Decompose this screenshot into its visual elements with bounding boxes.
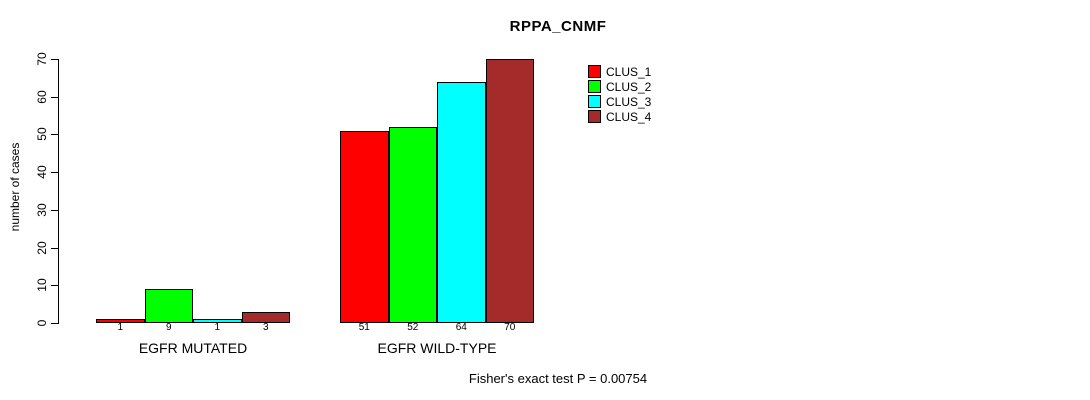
legend-swatch-clus_4: [588, 110, 601, 123]
y-tick-label-60: 60: [35, 90, 49, 104]
bar-value-label: 51: [358, 322, 370, 333]
y-tick-mark-40: [51, 172, 59, 174]
y-tick-label-50: 50: [35, 127, 49, 142]
bar-clus_4-group1: [241, 311, 290, 323]
legend-label-clus_3: CLUS_3: [606, 94, 652, 109]
y-tick-label-20: 20: [35, 240, 49, 255]
group-label-2: EGFR WILD-TYPE: [377, 340, 497, 356]
legend-label-clus_4: CLUS_4: [606, 109, 652, 124]
bar-clus_2-group1: [144, 289, 193, 323]
bar-clus_3-group2: [437, 81, 486, 323]
legend-label-clus_2: CLUS_2: [606, 79, 652, 94]
group-label-1: EGFR MUTATED: [138, 340, 248, 356]
bar-value-label: 52: [407, 322, 419, 333]
y-tick-label-30: 30: [35, 203, 49, 217]
legend-row-clus_2: CLUS_2: [588, 79, 651, 94]
bar-clus_4-group2: [485, 59, 534, 323]
y-tick-mark-50: [51, 134, 59, 136]
y-axis-label: number of cases: [8, 142, 22, 232]
legend-row-clus_1: CLUS_1: [588, 64, 651, 79]
y-tick-mark-70: [51, 59, 59, 60]
y-axis-line: [58, 59, 59, 324]
bar-value-label: 1: [214, 322, 221, 333]
legend-swatch-clus_2: [588, 80, 601, 93]
bar-value-label: 3: [262, 322, 269, 333]
y-tick-label-40: 40: [35, 165, 49, 179]
bar-value-label: 1: [117, 322, 124, 333]
y-tick-label-70: 70: [35, 52, 49, 66]
y-tick-mark-0: [51, 323, 59, 324]
bar-clus_3-group1: [193, 319, 242, 323]
legend-label-clus_1: CLUS_1: [606, 64, 652, 79]
bar-clus_1-group2: [340, 130, 389, 323]
y-tick-mark-10: [51, 285, 59, 287]
bar-value-label: 70: [504, 322, 516, 333]
y-tick-label-0: 0: [35, 319, 49, 327]
y-tick-mark-30: [51, 209, 59, 211]
chart-title: RPPA_CNMF: [509, 18, 607, 35]
y-tick-label-10: 10: [35, 278, 49, 292]
legend-swatch-clus_1: [588, 65, 601, 78]
bar-value-label: 64: [455, 322, 467, 333]
legend: CLUS_1 CLUS_2 CLUS_3 CLUS_4: [588, 64, 651, 124]
legend-row-clus_4: CLUS_4: [588, 109, 651, 124]
y-tick-mark-60: [51, 96, 59, 98]
fisher-test-annotation: Fisher's exact test P = 0.00754: [468, 371, 648, 386]
legend-row-clus_3: CLUS_3: [588, 94, 651, 109]
bar-value-label: 9: [165, 322, 172, 333]
y-tick-mark-20: [51, 247, 59, 249]
bar-clus_2-group2: [388, 126, 437, 323]
bar-clus_1-group1: [96, 319, 145, 323]
legend-swatch-clus_3: [588, 95, 601, 108]
